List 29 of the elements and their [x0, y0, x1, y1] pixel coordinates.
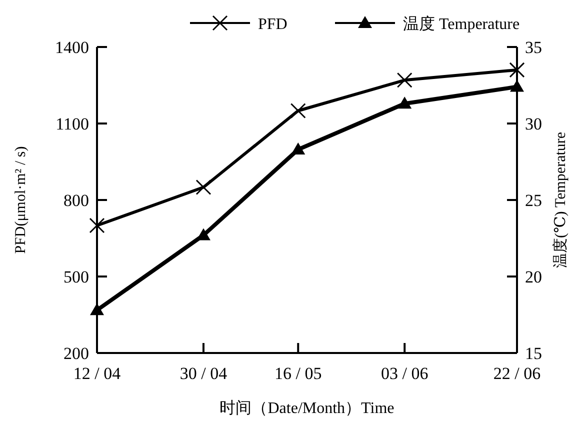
point — [196, 180, 212, 195]
y2-tick-label: 20 — [525, 268, 542, 286]
y2-tick-label: 35 — [525, 38, 542, 57]
point — [90, 303, 104, 316]
x-tick-label: 22 / 06 — [493, 364, 541, 383]
y-axis-title: PFD(μmol·m² / s) — [13, 146, 29, 254]
point — [398, 96, 412, 109]
x-tick-label: 16 / 05 — [274, 364, 322, 383]
y2-tick-label: 30 — [525, 114, 542, 134]
y2-tick-label: 25 — [525, 191, 542, 210]
x-tick-label: 30 / 04 — [180, 364, 228, 383]
y-tick-label: 1400 — [55, 38, 89, 57]
y-tick-label: 500 — [64, 268, 89, 286]
y-tick-label: 1100 — [56, 114, 89, 134]
x-axis-title: 时间（Date/Month）Time — [220, 399, 394, 417]
point — [291, 142, 306, 155]
x-tick-label: 12 / 04 — [73, 364, 122, 383]
point — [290, 103, 306, 118]
y2-tick-label: 15 — [525, 344, 542, 363]
point — [510, 80, 524, 92]
point — [509, 62, 525, 78]
point — [89, 218, 105, 234]
y-tick-label: 800 — [64, 191, 89, 210]
point — [396, 72, 412, 88]
legend-label: 温度 Temperature — [403, 15, 520, 33]
legend-label: PFD — [258, 16, 288, 33]
y-tick-label: 200 — [64, 344, 89, 363]
x-tick-label: 03 / 06 — [380, 364, 428, 383]
y2-axis-title: 温度(℃) Temperature — [552, 132, 569, 268]
